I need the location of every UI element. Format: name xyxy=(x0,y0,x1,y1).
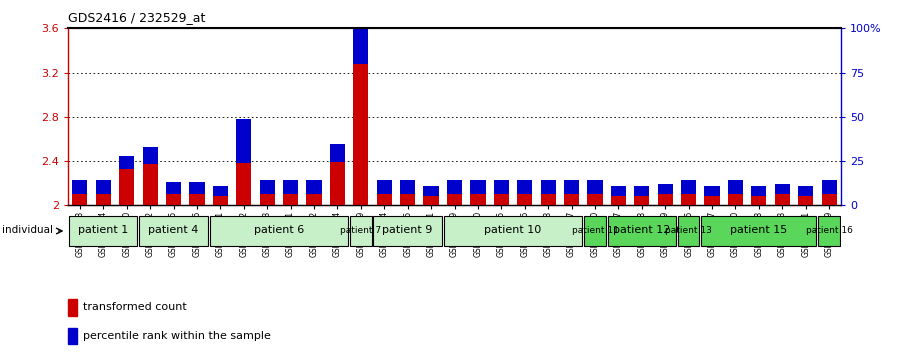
Bar xyxy=(822,194,836,205)
Bar xyxy=(213,196,228,205)
Bar xyxy=(68,299,77,315)
Bar xyxy=(95,180,111,194)
Bar xyxy=(494,180,509,194)
Bar xyxy=(283,194,298,205)
Bar xyxy=(470,194,485,205)
Bar xyxy=(657,194,673,205)
Bar xyxy=(774,184,790,194)
Bar xyxy=(330,144,345,162)
Bar xyxy=(260,194,275,205)
Bar xyxy=(587,180,603,194)
Text: individual: individual xyxy=(2,225,53,235)
Bar xyxy=(354,64,368,205)
Bar xyxy=(447,180,462,194)
Bar xyxy=(236,119,252,163)
Text: patient 15: patient 15 xyxy=(730,225,787,235)
Bar xyxy=(798,186,814,196)
Bar xyxy=(470,180,485,194)
Bar xyxy=(73,194,87,205)
Text: patient 4: patient 4 xyxy=(148,225,199,235)
Bar xyxy=(376,194,392,205)
Bar xyxy=(350,216,372,246)
Bar xyxy=(400,194,415,205)
Bar xyxy=(634,186,649,196)
Text: GDS2416 / 232529_at: GDS2416 / 232529_at xyxy=(68,11,205,24)
Bar xyxy=(681,194,696,205)
Text: percentile rank within the sample: percentile rank within the sample xyxy=(83,331,271,341)
Bar xyxy=(541,194,555,205)
Bar xyxy=(587,194,603,205)
Bar xyxy=(444,216,583,246)
Bar xyxy=(73,180,87,194)
Text: transformed count: transformed count xyxy=(83,302,186,312)
Bar xyxy=(119,169,135,205)
Bar xyxy=(517,194,533,205)
Bar xyxy=(751,196,766,205)
Text: patient 12: patient 12 xyxy=(614,225,671,235)
Text: patient 10: patient 10 xyxy=(484,225,542,235)
Text: patient 11: patient 11 xyxy=(572,226,618,235)
Bar xyxy=(564,194,579,205)
Bar xyxy=(68,327,77,344)
Bar xyxy=(607,216,676,246)
Bar xyxy=(681,180,696,194)
Bar xyxy=(774,194,790,205)
Bar xyxy=(611,196,626,205)
Bar xyxy=(143,164,158,205)
Bar xyxy=(701,216,816,246)
Bar xyxy=(517,180,533,194)
Bar xyxy=(704,196,720,205)
Text: patient 1: patient 1 xyxy=(78,225,128,235)
Bar xyxy=(330,162,345,205)
Bar xyxy=(818,216,840,246)
Bar xyxy=(634,196,649,205)
Bar xyxy=(354,0,368,64)
Bar xyxy=(704,186,720,196)
Bar xyxy=(283,180,298,194)
Bar xyxy=(213,186,228,196)
Bar xyxy=(822,180,836,194)
Bar xyxy=(69,216,137,246)
Text: patient 13: patient 13 xyxy=(665,226,712,235)
Bar xyxy=(657,184,673,194)
Bar xyxy=(166,194,181,205)
Bar xyxy=(143,147,158,164)
Text: patient 9: patient 9 xyxy=(383,225,433,235)
Bar xyxy=(166,182,181,194)
Bar xyxy=(306,180,322,194)
Bar xyxy=(189,194,205,205)
Bar xyxy=(678,216,699,246)
Bar xyxy=(424,186,439,196)
Bar xyxy=(189,182,205,194)
Bar xyxy=(584,216,605,246)
Text: patient 6: patient 6 xyxy=(254,225,304,235)
Bar xyxy=(798,196,814,205)
Bar xyxy=(260,180,275,194)
Bar xyxy=(139,216,208,246)
Bar xyxy=(447,194,462,205)
Bar xyxy=(541,180,555,194)
Bar xyxy=(564,180,579,194)
Bar xyxy=(376,180,392,194)
Bar xyxy=(306,194,322,205)
Bar xyxy=(494,194,509,205)
Bar xyxy=(728,194,743,205)
Text: patient 7: patient 7 xyxy=(340,226,382,235)
Bar xyxy=(728,180,743,194)
Bar xyxy=(236,163,252,205)
Bar xyxy=(424,196,439,205)
Bar xyxy=(210,216,348,246)
Bar xyxy=(611,186,626,196)
Bar xyxy=(95,194,111,205)
Bar xyxy=(119,156,135,169)
Bar xyxy=(751,186,766,196)
Bar xyxy=(374,216,442,246)
Text: patient 16: patient 16 xyxy=(805,226,853,235)
Bar xyxy=(400,180,415,194)
